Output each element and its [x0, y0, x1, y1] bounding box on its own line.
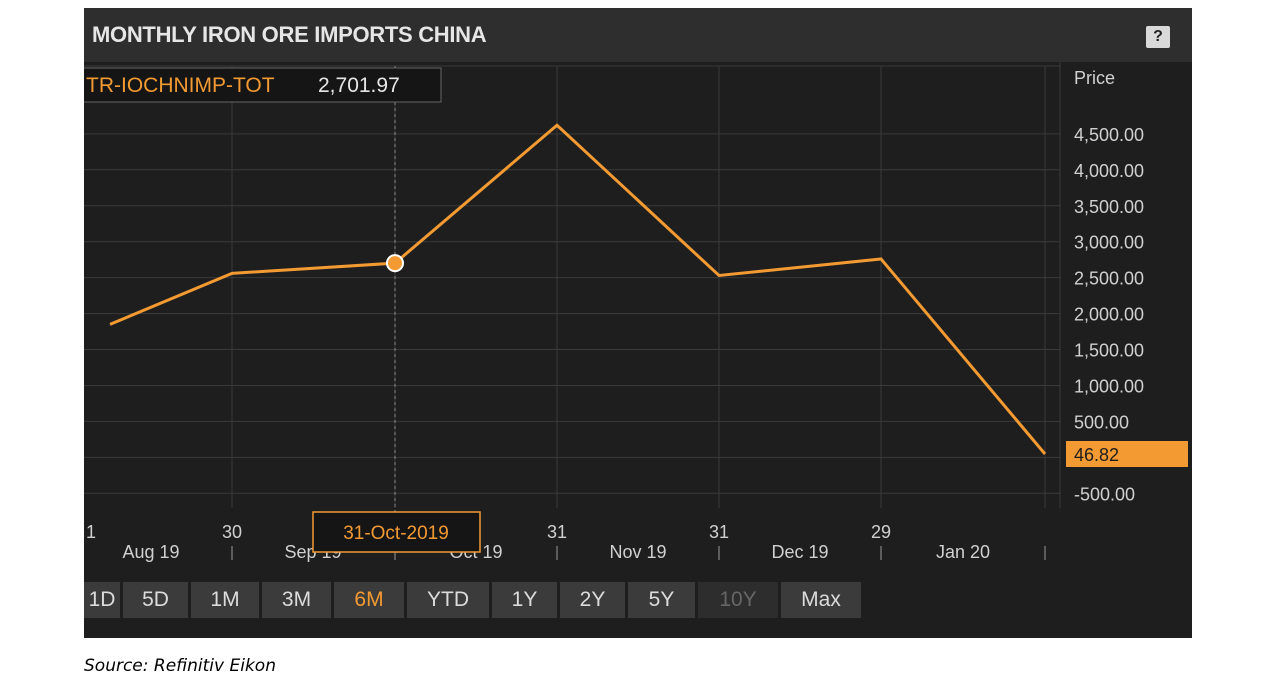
range-button-10y: 10Y — [698, 582, 778, 618]
crosshair-date-label: 31-Oct-2019 — [343, 523, 449, 544]
y-tick-label: -500.00 — [1074, 484, 1135, 504]
range-button-5d[interactable]: 5D — [123, 582, 188, 618]
y-tick-label: 3,000.00 — [1074, 233, 1144, 253]
x-day-tick-label: 31 — [709, 522, 729, 542]
line-chart[interactable]: Price 4,500.00 4,000.00 3,500.00 3,000.00 2,5… — [84, 8, 1192, 582]
y-tick-label: 4,000.00 — [1074, 161, 1144, 181]
range-toolbar: 1D 5D 1M 3M 6M YTD 1Y 2Y 5Y 10Y Max — [84, 582, 864, 618]
last-value-badge — [1066, 441, 1188, 467]
range-button-1m[interactable]: 1M — [191, 582, 259, 618]
range-button-max[interactable]: Max — [781, 582, 861, 618]
source-note: Source: Refinitiv Eikon — [84, 656, 276, 676]
y-tick-label: 3,500.00 — [1074, 197, 1144, 217]
x-day-tick-label: 1 — [86, 522, 96, 542]
range-button-1d[interactable]: 1D — [84, 582, 120, 618]
x-day-tick-label: 29 — [871, 522, 891, 542]
x-month-label: Aug 19 — [122, 542, 179, 562]
chart-widget: MONTHLY IRON ORE IMPORTS CHINA ? Price 4,… — [84, 8, 1192, 638]
x-month-label: Jan 20 — [936, 542, 990, 562]
crosshair-date-badge — [312, 511, 481, 553]
y-tick-label: 4,500.00 — [1074, 125, 1144, 145]
range-button-2y[interactable]: 2Y — [560, 582, 625, 618]
range-button-1y[interactable]: 1Y — [492, 582, 557, 618]
y-tick-label: 2,000.00 — [1074, 305, 1144, 325]
range-button-5y[interactable]: 5Y — [628, 582, 695, 618]
y-tick-label: 2,500.00 — [1074, 269, 1144, 289]
x-day-tick-label: 30 — [222, 522, 242, 542]
y-tick-label: 1,500.00 — [1074, 341, 1144, 361]
chart-title: MONTHLY IRON ORE IMPORTS CHINA — [92, 22, 487, 47]
crosshair-info-box — [84, 67, 442, 103]
y-tick-label: 500.00 — [1074, 412, 1129, 432]
x-month-label: Dec 19 — [771, 542, 828, 562]
range-button-3m[interactable]: 3M — [262, 582, 331, 618]
y-tick-label: 1,000.00 — [1074, 376, 1144, 396]
crosshair-point[interactable] — [386, 254, 404, 273]
title-bar: MONTHLY IRON ORE IMPORTS CHINA ? — [84, 8, 1192, 62]
series-line — [109, 123, 1047, 455]
range-button-ytd[interactable]: YTD — [407, 582, 489, 618]
crosshair-series-label: TR-IOCHNIMP-TOT — [86, 74, 275, 97]
crosshair-value-label: 2,701.97 — [318, 74, 400, 97]
x-month-label: Nov 19 — [609, 542, 666, 562]
last-value-label: 46.82 — [1074, 445, 1119, 465]
help-button[interactable]: ? — [1146, 26, 1170, 48]
range-button-6m[interactable]: 6M — [334, 582, 404, 618]
y-axis-title: Price — [1074, 68, 1115, 88]
x-day-tick-label: 31 — [547, 522, 567, 542]
